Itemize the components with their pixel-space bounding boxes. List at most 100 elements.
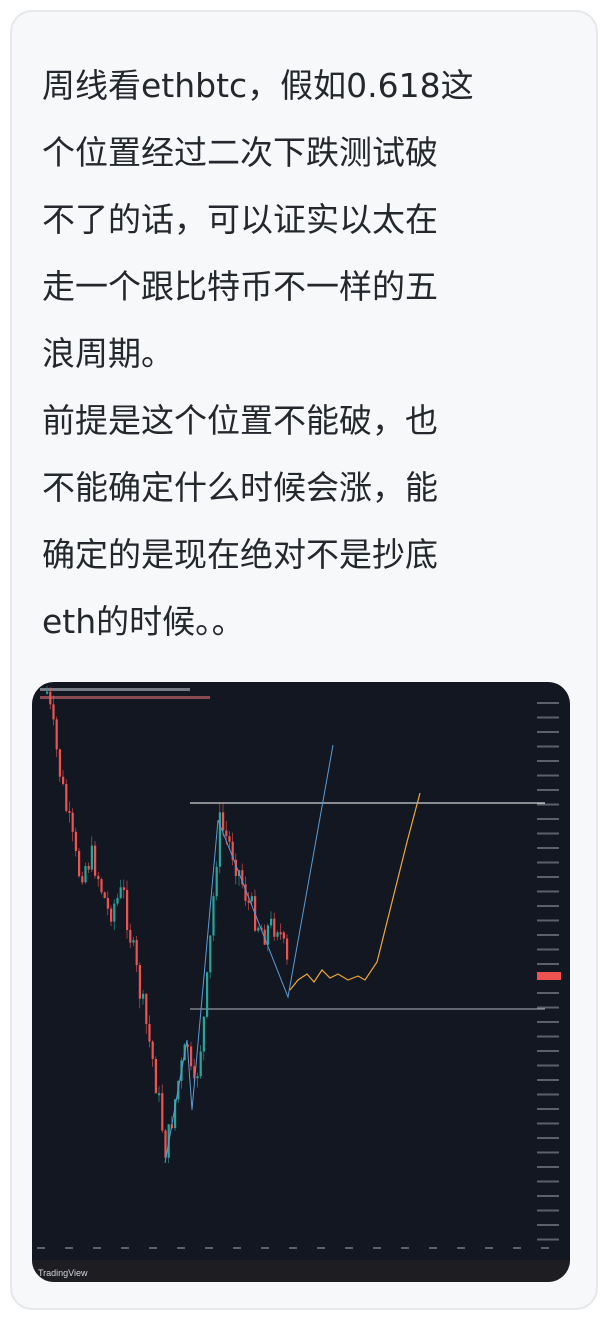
price-axis-tick (537, 1064, 559, 1067)
price-axis-tick (537, 731, 559, 733)
elliott-wave-line (164, 744, 334, 1164)
price-axis-tick (537, 890, 559, 893)
candle (49, 691, 52, 705)
candle (106, 898, 109, 909)
price-axis-tick (537, 1238, 559, 1241)
chart-picture (37, 686, 561, 1249)
price-axis-tick (537, 774, 559, 777)
candle (158, 1093, 161, 1096)
post-line: 确定的是现在绝对不是抄底 (42, 535, 438, 574)
post-line: eth的时候。。 (42, 602, 245, 641)
candle (206, 972, 209, 1017)
candle (273, 918, 276, 937)
candle (103, 892, 106, 899)
time-axis-tick (261, 1247, 269, 1249)
price-axis-tick (537, 1108, 559, 1110)
candle (250, 896, 253, 902)
price-axis-tick (537, 745, 559, 748)
post-line: 不能确定什么时候会涨，能 (42, 468, 438, 507)
candle (276, 932, 279, 937)
candle (52, 704, 55, 720)
candle (55, 719, 58, 750)
time-axis-tick (289, 1247, 297, 1249)
price-axis-tick (537, 948, 559, 951)
time-axis-tick (541, 1247, 549, 1249)
candle (100, 879, 103, 893)
candle (282, 932, 285, 939)
candle (84, 866, 87, 883)
price-axis-tick (537, 1122, 559, 1125)
price-axis-tick (537, 1209, 559, 1212)
candle (110, 908, 113, 922)
candle (65, 784, 68, 811)
price-axis-tick (537, 876, 559, 878)
candle (244, 884, 247, 901)
price-axis-tick (537, 1006, 559, 1009)
tradingview-footer: TradingView (32, 1260, 570, 1282)
price-axis-tick (537, 963, 559, 965)
time-axis-tick (401, 1247, 409, 1249)
candle (74, 831, 77, 851)
price-axis-tick (537, 832, 559, 835)
candle (135, 940, 138, 966)
price-axis-tick (537, 1151, 559, 1154)
candle (231, 841, 234, 860)
candle (266, 925, 269, 945)
price-axis-tick (537, 1180, 559, 1183)
candle (90, 845, 93, 870)
time-axis-tick (513, 1247, 521, 1249)
candle (87, 866, 90, 870)
candle (225, 830, 228, 837)
price-axis-tick (537, 861, 559, 864)
candle (193, 1066, 196, 1079)
time-axis-tick (373, 1247, 381, 1249)
candle (78, 850, 81, 877)
current-price-label (537, 972, 561, 980)
candle (241, 870, 244, 885)
time-axis-tick (457, 1247, 465, 1249)
candle (68, 810, 71, 813)
candle (164, 1130, 167, 1158)
candle (202, 1016, 205, 1052)
candle (212, 896, 215, 936)
candle (151, 1041, 154, 1059)
price-axis-tick (537, 905, 559, 907)
candle (58, 749, 61, 777)
candle (71, 812, 74, 832)
price-axis-tick (537, 716, 559, 719)
price-axis-tick (537, 1021, 559, 1023)
time-axis-tick (37, 1247, 45, 1249)
candle (234, 859, 237, 877)
post-line: 前提是这个位置不能破，也 (42, 401, 438, 440)
price-axis-tick (537, 1166, 559, 1168)
tradingview-logo: TradingView (38, 1268, 88, 1278)
price-axis-tick (537, 934, 559, 936)
price-axis-tick (537, 1195, 559, 1197)
candle (209, 935, 212, 973)
price-axis-tick (537, 992, 559, 994)
time-axis-tick (205, 1247, 213, 1249)
candle (215, 866, 218, 897)
post-text: 周线看ethbtc，假如0.618这 个位置经过二次下跌测试破 不了的话，可以证… (42, 52, 572, 655)
chart-header (40, 688, 190, 691)
candle (138, 965, 141, 999)
price-axis-tick (537, 789, 559, 791)
candle (174, 1099, 177, 1129)
time-axis-tick (429, 1247, 437, 1249)
time-axis-tick (121, 1247, 129, 1249)
price-axis-tick (537, 818, 559, 820)
candle (286, 938, 289, 960)
time-axis-tick (65, 1247, 73, 1249)
price-axis-tick (537, 919, 559, 922)
price-axis-tick (537, 1079, 559, 1081)
candle (119, 887, 122, 898)
candle (122, 887, 125, 890)
candle (116, 897, 119, 904)
candle (154, 1058, 157, 1094)
candle (161, 1093, 164, 1131)
price-axis-tick (537, 1093, 559, 1096)
candle (247, 900, 250, 903)
candle (142, 993, 145, 999)
chart-screenshot[interactable]: TradingView (32, 682, 570, 1282)
candle (97, 875, 100, 880)
